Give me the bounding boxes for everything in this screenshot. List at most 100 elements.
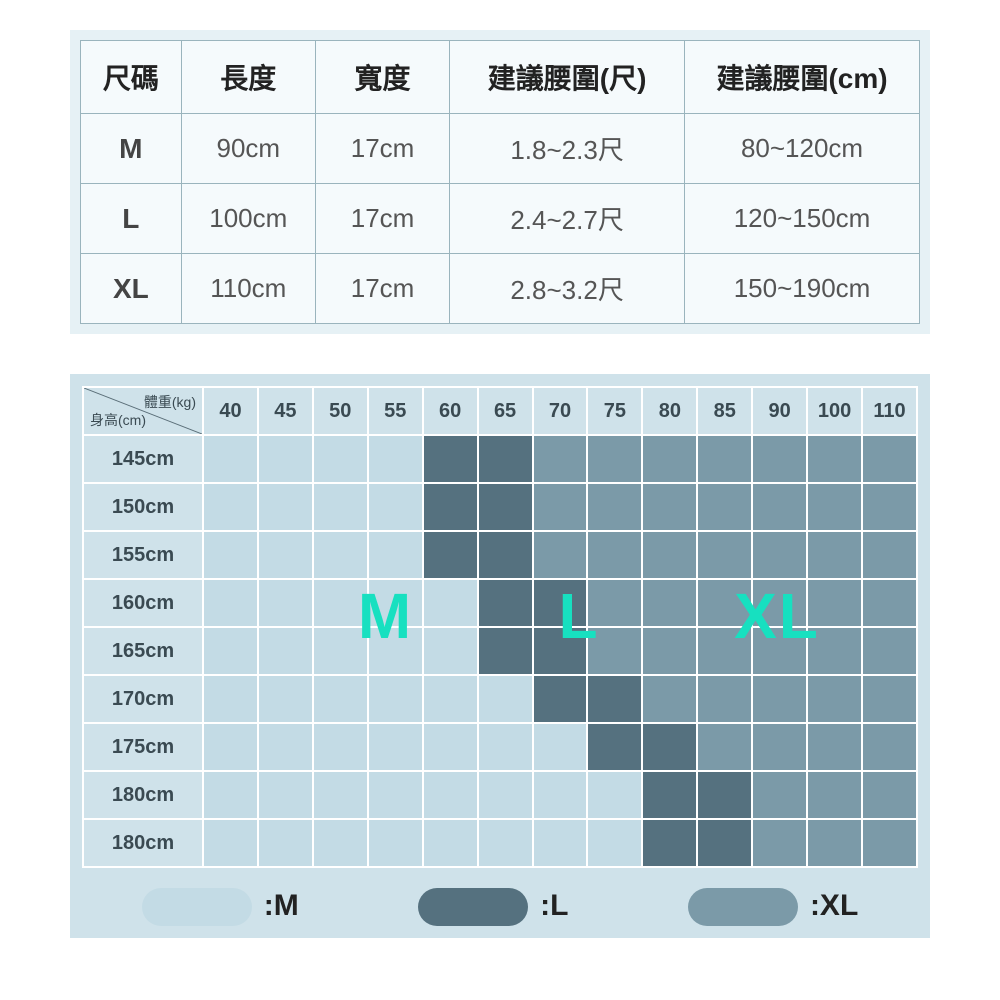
matrix-height-header: 180cm	[83, 771, 203, 819]
spec-header: 寬度	[315, 41, 449, 114]
matrix-cell	[368, 579, 423, 627]
matrix-cell	[478, 435, 533, 483]
matrix-cell	[368, 483, 423, 531]
legend: :M:L:XL	[82, 888, 918, 926]
matrix-cell	[752, 723, 807, 771]
matrix-cell	[862, 771, 917, 819]
matrix-cell	[807, 723, 862, 771]
spec-row: XL110cm17cm2.8~3.2尺150~190cm	[81, 254, 920, 324]
matrix-cell	[423, 435, 478, 483]
matrix-cell	[368, 435, 423, 483]
legend-chip	[418, 888, 528, 926]
matrix-row: 165cm	[83, 627, 917, 675]
matrix-height-header: 155cm	[83, 531, 203, 579]
matrix-cell	[587, 675, 642, 723]
matrix-cell	[478, 675, 533, 723]
matrix-cell	[752, 483, 807, 531]
spec-cell: 17cm	[315, 114, 449, 184]
matrix-cell	[203, 771, 258, 819]
spec-cell: 90cm	[181, 114, 315, 184]
matrix-cell	[423, 627, 478, 675]
matrix-cell	[478, 627, 533, 675]
matrix-cell	[862, 483, 917, 531]
matrix-row: 160cm	[83, 579, 917, 627]
matrix-cell	[697, 531, 752, 579]
matrix-cell	[533, 579, 588, 627]
matrix-cell	[423, 579, 478, 627]
legend-chip	[688, 888, 798, 926]
matrix-cell	[533, 531, 588, 579]
matrix-cell	[587, 819, 642, 867]
matrix-cell	[807, 531, 862, 579]
matrix-cell	[587, 579, 642, 627]
matrix-weight-header: 100	[807, 387, 862, 435]
matrix-cell	[203, 723, 258, 771]
matrix-weight-header: 110	[862, 387, 917, 435]
matrix-cell	[423, 819, 478, 867]
legend-item: :L	[418, 888, 568, 926]
matrix-cell	[587, 531, 642, 579]
matrix-cell	[697, 579, 752, 627]
matrix-cell	[807, 771, 862, 819]
legend-item: :XL	[688, 888, 858, 926]
matrix-cell	[533, 435, 588, 483]
matrix-cell	[807, 435, 862, 483]
legend-label: :XL	[810, 889, 858, 922]
matrix-cell	[478, 819, 533, 867]
matrix-height-header: 150cm	[83, 483, 203, 531]
matrix-weight-header: 75	[587, 387, 642, 435]
spec-cell: 2.8~3.2尺	[450, 254, 685, 324]
matrix-cell	[478, 483, 533, 531]
spec-size-cell: L	[81, 184, 182, 254]
spec-header: 尺碼	[81, 41, 182, 114]
spec-cell: 120~150cm	[685, 184, 920, 254]
matrix-row: 145cm	[83, 435, 917, 483]
matrix-cell	[478, 579, 533, 627]
matrix-cell	[313, 723, 368, 771]
matrix-cell	[203, 531, 258, 579]
spec-size-cell: M	[81, 114, 182, 184]
matrix-cell	[258, 435, 313, 483]
matrix-corner-weight-label: 體重(kg)	[144, 392, 196, 412]
matrix-cell	[423, 771, 478, 819]
matrix-cell	[697, 771, 752, 819]
matrix-height-header: 160cm	[83, 579, 203, 627]
matrix-cell	[752, 819, 807, 867]
matrix-weight-header: 85	[697, 387, 752, 435]
matrix-cell	[533, 771, 588, 819]
matrix-cell	[258, 627, 313, 675]
matrix-cell	[478, 531, 533, 579]
matrix-cell	[752, 627, 807, 675]
matrix-cell	[203, 819, 258, 867]
matrix-cell	[313, 531, 368, 579]
matrix-cell	[642, 771, 697, 819]
matrix-cell	[642, 627, 697, 675]
matrix-cell	[587, 771, 642, 819]
matrix-cell	[807, 675, 862, 723]
matrix-cell	[478, 723, 533, 771]
spec-row: L100cm17cm2.4~2.7尺120~150cm	[81, 184, 920, 254]
legend-chip	[142, 888, 252, 926]
matrix-cell	[587, 483, 642, 531]
matrix-cell	[368, 675, 423, 723]
matrix-cell	[533, 675, 588, 723]
spec-cell: 2.4~2.7尺	[450, 184, 685, 254]
matrix-cell	[313, 579, 368, 627]
matrix-height-header: 145cm	[83, 435, 203, 483]
matrix-cell	[862, 627, 917, 675]
matrix-cell	[258, 723, 313, 771]
matrix-cell	[752, 531, 807, 579]
matrix-cell	[258, 483, 313, 531]
spec-table-container: 尺碼長度寬度建議腰圍(尺)建議腰圍(cm) M90cm17cm1.8~2.3尺8…	[70, 30, 930, 334]
matrix-cell	[368, 819, 423, 867]
matrix-cell	[862, 723, 917, 771]
matrix-height-header: 175cm	[83, 723, 203, 771]
matrix-cell	[368, 627, 423, 675]
matrix-cell	[313, 627, 368, 675]
legend-label: :L	[540, 889, 568, 922]
matrix-cell	[862, 675, 917, 723]
spec-header: 建議腰圍(cm)	[685, 41, 920, 114]
matrix-cell	[313, 819, 368, 867]
spec-cell: 100cm	[181, 184, 315, 254]
matrix-row: 180cm	[83, 819, 917, 867]
